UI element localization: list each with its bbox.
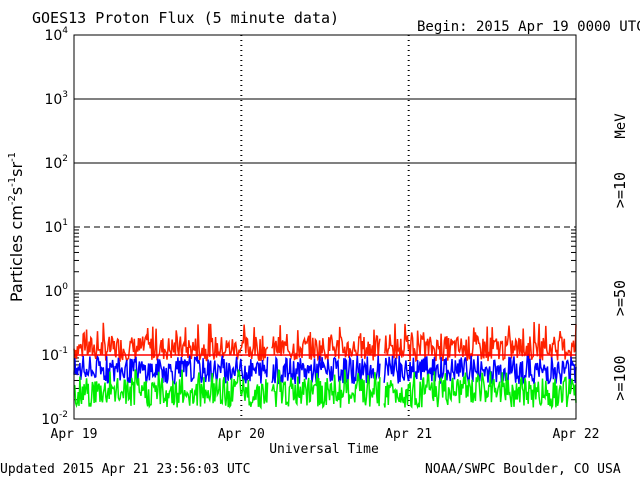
y-axis-label: Particles cm-2s-1sr-1: [7, 152, 26, 302]
legend-label: >=100: [611, 355, 629, 400]
series-legend: >=10 >=50 >=100 MeV: [611, 113, 629, 401]
y-tick-label: 10-1: [41, 346, 68, 364]
x-tick-label: Apr 21: [385, 427, 432, 442]
x-axis-label: Universal Time: [269, 442, 379, 457]
y-tick-label: 100: [44, 282, 68, 300]
y-tick-label: 102: [44, 154, 68, 172]
y-tick-label: 103: [44, 90, 68, 108]
series-line-2: [73, 353, 577, 386]
x-tick-label: Apr 20: [218, 427, 265, 442]
grid-lines: [74, 35, 576, 420]
y-tick-label: 10-2: [41, 410, 68, 428]
units-label: MeV: [613, 113, 629, 139]
series-line-3: [73, 368, 577, 410]
legend-label: >=10: [611, 172, 629, 208]
legend-label: >=50: [611, 280, 629, 316]
svg-text:Particles cm-2s-1sr-1: Particles cm-2s-1sr-1: [7, 152, 26, 302]
x-tick-label: Apr 22: [553, 427, 600, 442]
y-tick-label: 104: [44, 26, 68, 44]
y-tick-labels: 10-2 10-1 100 101 102 103 104: [41, 26, 68, 428]
source-label: NOAA/SWPC Boulder, CO USA: [425, 462, 621, 477]
begin-label: Begin: 2015 Apr 19 0000 UTC: [417, 19, 640, 35]
series-traces: [73, 321, 577, 410]
y-axis-label-prefix: Particles cm: [7, 205, 26, 302]
y-tick-label: 101: [44, 218, 68, 236]
x-tick-label: Apr 19: [51, 427, 98, 442]
updated-label: Updated 2015 Apr 21 23:56:03 UTC: [0, 462, 250, 477]
x-tick-labels: Apr 19 Apr 20 Apr 21 Apr 22: [51, 427, 600, 442]
plot-frame: [73, 34, 577, 420]
chart-title: GOES13 Proton Flux (5 minute data): [32, 9, 339, 27]
